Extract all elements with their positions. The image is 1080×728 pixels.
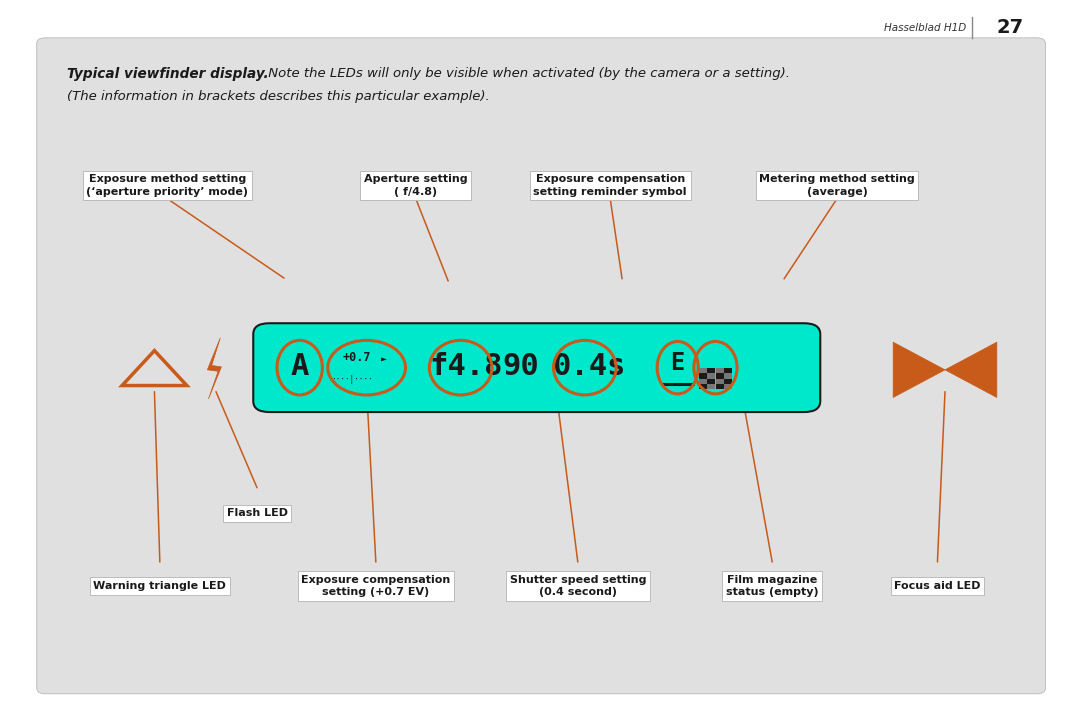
Text: (The information in brackets describes this particular example).: (The information in brackets describes t…	[67, 90, 489, 103]
Text: Metering method setting
(average): Metering method setting (average)	[759, 175, 915, 197]
Text: Focus aid LED: Focus aid LED	[894, 581, 981, 591]
Text: A: A	[291, 352, 309, 381]
Bar	[700, 384, 707, 389]
Bar	[715, 379, 724, 384]
Text: 0.4s: 0.4s	[553, 352, 626, 381]
FancyBboxPatch shape	[37, 38, 1045, 694]
Text: 90: 90	[503, 352, 540, 381]
Text: 27: 27	[996, 18, 1024, 37]
Bar	[707, 384, 715, 389]
Text: +0.7: +0.7	[343, 351, 372, 364]
Bar	[707, 379, 715, 384]
Text: Aperture setting
( f/4.8): Aperture setting ( f/4.8)	[364, 175, 468, 197]
Text: Hasselblad H1D: Hasselblad H1D	[885, 23, 967, 33]
Bar	[724, 384, 731, 389]
FancyBboxPatch shape	[253, 323, 821, 412]
Bar	[700, 368, 707, 373]
Text: Note the LEDs will only be visible when activated (by the camera or a setting).: Note the LEDs will only be visible when …	[264, 67, 789, 80]
Text: Warning triangle LED: Warning triangle LED	[93, 581, 227, 591]
Text: ····|····: ····|····	[330, 375, 373, 384]
Polygon shape	[945, 342, 997, 397]
Bar	[715, 373, 724, 379]
Bar	[707, 368, 715, 373]
Text: E: E	[671, 352, 685, 375]
Text: f4.8: f4.8	[429, 352, 503, 381]
Text: Film magazine
status (empty): Film magazine status (empty)	[726, 575, 819, 597]
Text: ►: ►	[380, 354, 387, 364]
Text: Exposure method setting
(‘aperture priority’ mode): Exposure method setting (‘aperture prior…	[86, 175, 248, 197]
Text: Exposure compensation
setting reminder symbol: Exposure compensation setting reminder s…	[534, 175, 687, 197]
Bar	[724, 368, 731, 373]
Bar	[700, 379, 707, 384]
Text: Shutter speed setting
(0.4 second): Shutter speed setting (0.4 second)	[510, 575, 646, 597]
Text: Typical viewfinder display.: Typical viewfinder display.	[67, 67, 269, 81]
Bar	[724, 379, 731, 384]
Bar	[700, 373, 707, 379]
Bar	[715, 384, 724, 389]
Bar	[707, 373, 715, 379]
Text: Flash LED: Flash LED	[227, 508, 287, 518]
Polygon shape	[893, 342, 945, 397]
Text: Exposure compensation
setting (+0.7 EV): Exposure compensation setting (+0.7 EV)	[301, 575, 450, 597]
Bar	[715, 368, 724, 373]
Bar	[724, 373, 731, 379]
Polygon shape	[207, 338, 221, 399]
